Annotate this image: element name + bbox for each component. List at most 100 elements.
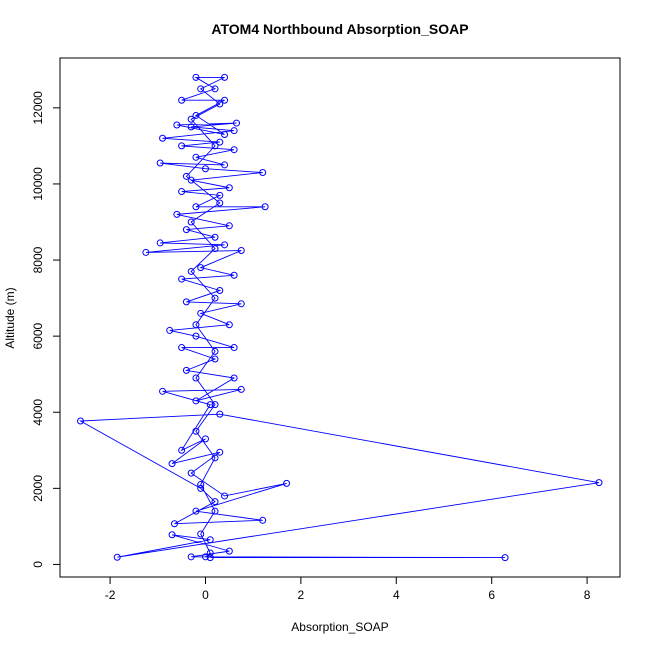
data-point bbox=[216, 100, 224, 108]
data-point bbox=[206, 536, 214, 544]
data-point bbox=[221, 130, 229, 138]
data-point bbox=[206, 554, 214, 562]
x-tick-label: 4 bbox=[393, 588, 400, 602]
data-point bbox=[192, 203, 200, 211]
data-point bbox=[206, 549, 214, 557]
data-point bbox=[192, 374, 200, 382]
data-point bbox=[178, 142, 186, 150]
data-point bbox=[201, 165, 209, 173]
data-point bbox=[178, 188, 186, 196]
data-point bbox=[237, 247, 245, 255]
data-point bbox=[192, 332, 200, 340]
data-point bbox=[182, 366, 190, 374]
data-point bbox=[197, 530, 205, 538]
data-point bbox=[173, 121, 181, 129]
data-point bbox=[156, 239, 164, 247]
data-point bbox=[142, 248, 150, 256]
data-point bbox=[182, 226, 190, 234]
data-point bbox=[230, 271, 238, 279]
data-point bbox=[501, 554, 509, 562]
data-point bbox=[187, 123, 195, 131]
data-point bbox=[178, 344, 186, 352]
data-point bbox=[187, 267, 195, 275]
data-point bbox=[166, 326, 174, 334]
data-point bbox=[221, 161, 229, 169]
data-point bbox=[216, 138, 224, 146]
y-axis-label: Altitude (m) bbox=[3, 287, 17, 348]
y-tick-label: 10000 bbox=[31, 167, 45, 201]
data-point bbox=[211, 498, 219, 506]
data-point bbox=[192, 427, 200, 435]
data-point bbox=[197, 85, 205, 93]
data-point bbox=[225, 184, 233, 192]
y-tick-label: 8000 bbox=[31, 246, 45, 273]
x-tick-label: 6 bbox=[488, 588, 495, 602]
data-point bbox=[182, 172, 190, 180]
data-point bbox=[232, 119, 240, 127]
data-point bbox=[192, 507, 200, 515]
data-point bbox=[168, 531, 176, 539]
y-tick-label: 12000 bbox=[31, 91, 45, 125]
data-point bbox=[77, 417, 85, 425]
data-point bbox=[187, 218, 195, 226]
data-point bbox=[216, 448, 224, 456]
data-point bbox=[197, 264, 205, 272]
x-tick-label: 2 bbox=[298, 588, 305, 602]
data-point bbox=[259, 169, 267, 177]
plot-frame bbox=[59, 57, 621, 578]
data-point bbox=[201, 553, 209, 561]
data-point bbox=[211, 294, 219, 302]
data-point bbox=[216, 410, 224, 418]
data-point bbox=[159, 134, 167, 142]
data-point bbox=[211, 454, 219, 462]
data-point bbox=[225, 321, 233, 329]
data-point bbox=[216, 286, 224, 294]
data-point bbox=[192, 111, 200, 119]
data-point bbox=[237, 385, 245, 393]
x-tick-label: 0 bbox=[202, 588, 209, 602]
data-point bbox=[197, 484, 205, 492]
data-point bbox=[261, 203, 269, 211]
data-point bbox=[113, 553, 121, 561]
data-point bbox=[156, 159, 164, 167]
data-point bbox=[192, 397, 200, 405]
data-point bbox=[211, 142, 219, 150]
data-point bbox=[197, 309, 205, 317]
data-line bbox=[78, 76, 600, 559]
x-tick-label: -2 bbox=[105, 588, 116, 602]
data-point bbox=[173, 210, 181, 218]
data-point bbox=[187, 469, 195, 477]
data-point bbox=[211, 401, 219, 409]
data-point bbox=[225, 547, 233, 555]
data-point bbox=[170, 520, 178, 528]
y-tick-label: 2000 bbox=[31, 475, 45, 502]
data-point bbox=[221, 241, 229, 249]
data-point bbox=[259, 516, 267, 524]
y-tick-label: 4000 bbox=[31, 399, 45, 426]
data-point bbox=[206, 401, 214, 409]
x-axis-label: Absorption_SOAP bbox=[291, 620, 388, 634]
data-point bbox=[211, 507, 219, 515]
chart-title: ATOM4 Northbound Absorption_SOAP bbox=[211, 21, 468, 37]
data-point bbox=[211, 347, 219, 355]
data-point bbox=[216, 191, 224, 199]
data-point bbox=[192, 73, 200, 81]
data-point bbox=[211, 355, 219, 363]
data-point bbox=[197, 481, 205, 489]
data-point bbox=[182, 298, 190, 306]
x-tick-label: 8 bbox=[584, 588, 591, 602]
data-point bbox=[187, 176, 195, 184]
data-point bbox=[187, 553, 195, 561]
data-point bbox=[178, 446, 186, 454]
y-tick-label: 0 bbox=[31, 561, 45, 568]
data-point bbox=[221, 73, 229, 81]
data-point bbox=[237, 300, 245, 308]
data-point bbox=[230, 344, 238, 352]
data-point bbox=[211, 245, 219, 253]
data-point bbox=[230, 374, 238, 382]
data-point bbox=[221, 96, 229, 104]
data-point bbox=[192, 321, 200, 329]
data-point bbox=[168, 460, 176, 468]
